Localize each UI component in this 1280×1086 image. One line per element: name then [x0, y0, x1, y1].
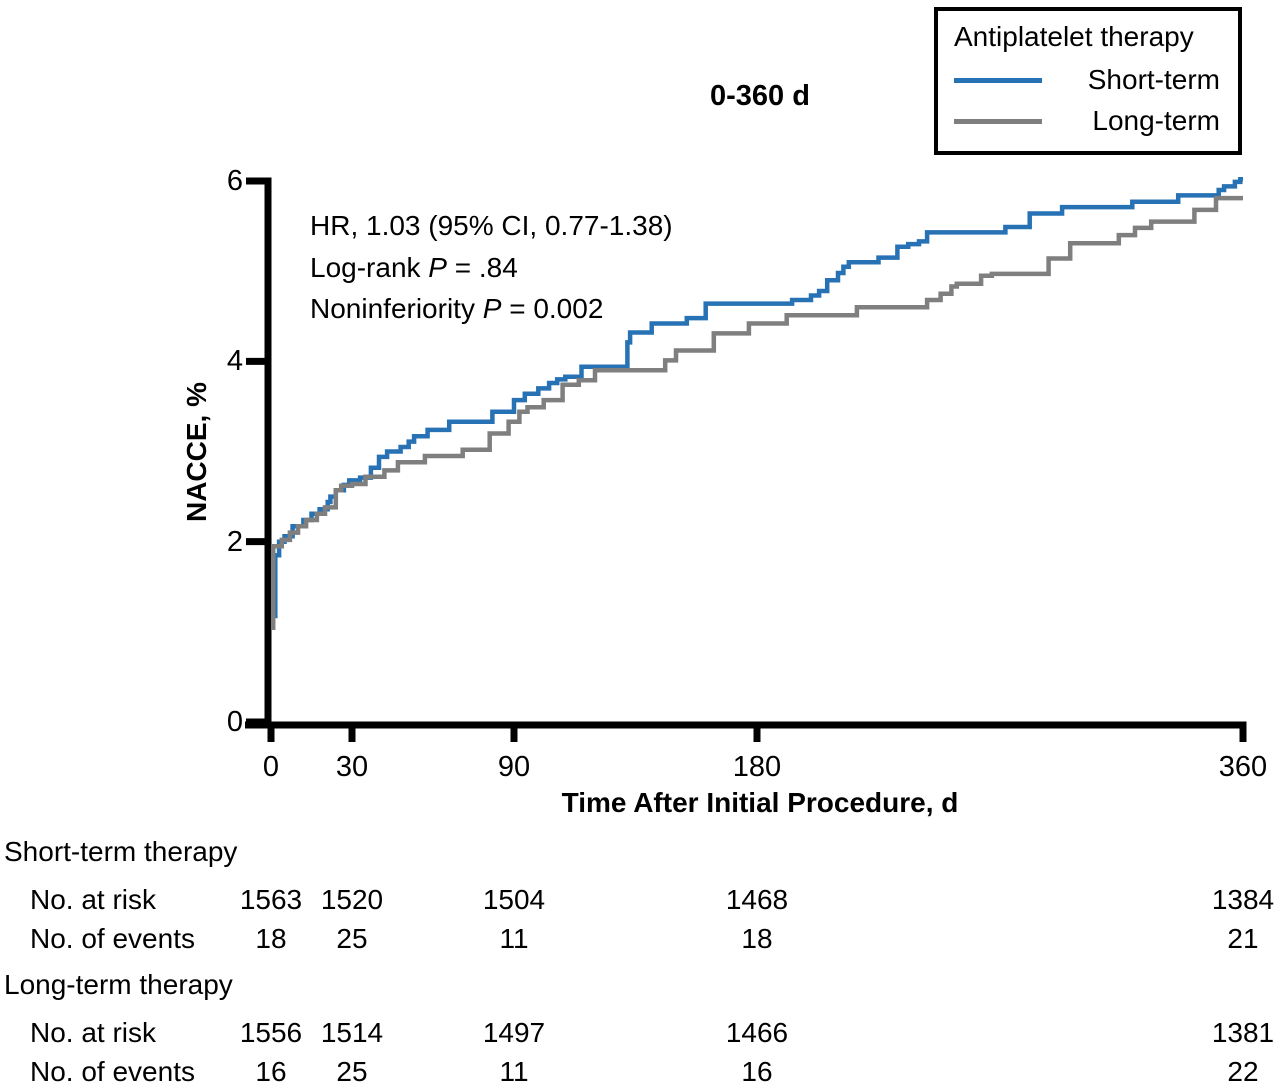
risk-value: 11: [499, 1056, 529, 1086]
y-tick-label: 4: [226, 345, 243, 378]
legend-item-short-term: Short-term: [954, 65, 1220, 95]
x-tick-label: 90: [497, 751, 531, 783]
risk-value: 21: [1227, 923, 1259, 954]
hr-line: HR, 1.03 (95% CI, 0.77-1.38): [310, 210, 673, 241]
risk-value: 16: [255, 1056, 287, 1086]
legend-box: Antiplatelet therapy Short-term Long-ter…: [934, 7, 1242, 155]
x-tick-label: 360: [1218, 751, 1268, 783]
risk-value: 1384: [1211, 884, 1275, 915]
risk-value: 1514: [320, 1017, 384, 1048]
y-tick-label: 2: [226, 525, 243, 558]
p-italic: P: [428, 251, 447, 283]
risk-value: 22: [1227, 1056, 1259, 1086]
risk-value: 1381: [1211, 1017, 1275, 1048]
risk-group-label: Short-term therapy: [4, 836, 238, 867]
risk-value: 1563: [239, 884, 303, 915]
risk-value: 11: [499, 923, 529, 954]
stats-annotation: HR, 1.03 (95% CI, 0.77-1.38) Log-rank P …: [310, 205, 673, 330]
short-term-line-swatch: [954, 77, 1042, 83]
x-axis-title: Time After Initial Procedure, d: [561, 787, 959, 818]
legend-title: Antiplatelet therapy: [954, 21, 1194, 52]
chart-title: 0-360 d: [710, 80, 810, 112]
x-tick-label: 0: [262, 751, 280, 783]
risk-value: 18: [741, 923, 773, 954]
noninferiority-line: Noninferiority P = 0.002: [310, 293, 604, 324]
risk-value: 1466: [725, 1017, 789, 1048]
km-plot: [245, 176, 1247, 742]
risk-value: 18: [255, 923, 287, 954]
y-tick-label: 6: [226, 165, 243, 197]
long-term-curve: [270, 195, 1243, 630]
x-tick-label: 180: [732, 751, 782, 783]
risk-group-label: Long-term therapy: [4, 969, 233, 1000]
legend-item-long-term: Long-term: [954, 106, 1220, 136]
risk-value: 16: [741, 1056, 773, 1086]
y-tick-label: 0: [226, 706, 243, 738]
legend-item-label: Short-term: [1087, 64, 1220, 95]
long-term-line-swatch: [954, 118, 1042, 124]
risk-value: 25: [336, 923, 368, 954]
risk-value: 1520: [320, 884, 384, 915]
p-italic: P: [482, 293, 502, 324]
risk-value: 1468: [725, 884, 789, 915]
legend-item-label: Long-term: [1092, 105, 1220, 136]
risk-row-label: No. of events: [30, 1056, 195, 1086]
axes-group: [245, 177, 1247, 742]
logrank-line: Log-rank P = .84: [310, 251, 518, 283]
risk-row-label: No. at risk: [30, 1017, 157, 1048]
x-tick-label: 30: [335, 751, 369, 783]
risk-value: 25: [336, 1056, 368, 1086]
risk-value: 1497: [482, 1017, 546, 1048]
risk-value: 1504: [482, 884, 546, 915]
risk-row-label: No. of events: [30, 923, 195, 954]
risk-row-label: No. at risk: [30, 884, 157, 915]
risk-value: 1556: [239, 1017, 303, 1048]
y-axis-title: NACCE, %: [181, 381, 212, 523]
